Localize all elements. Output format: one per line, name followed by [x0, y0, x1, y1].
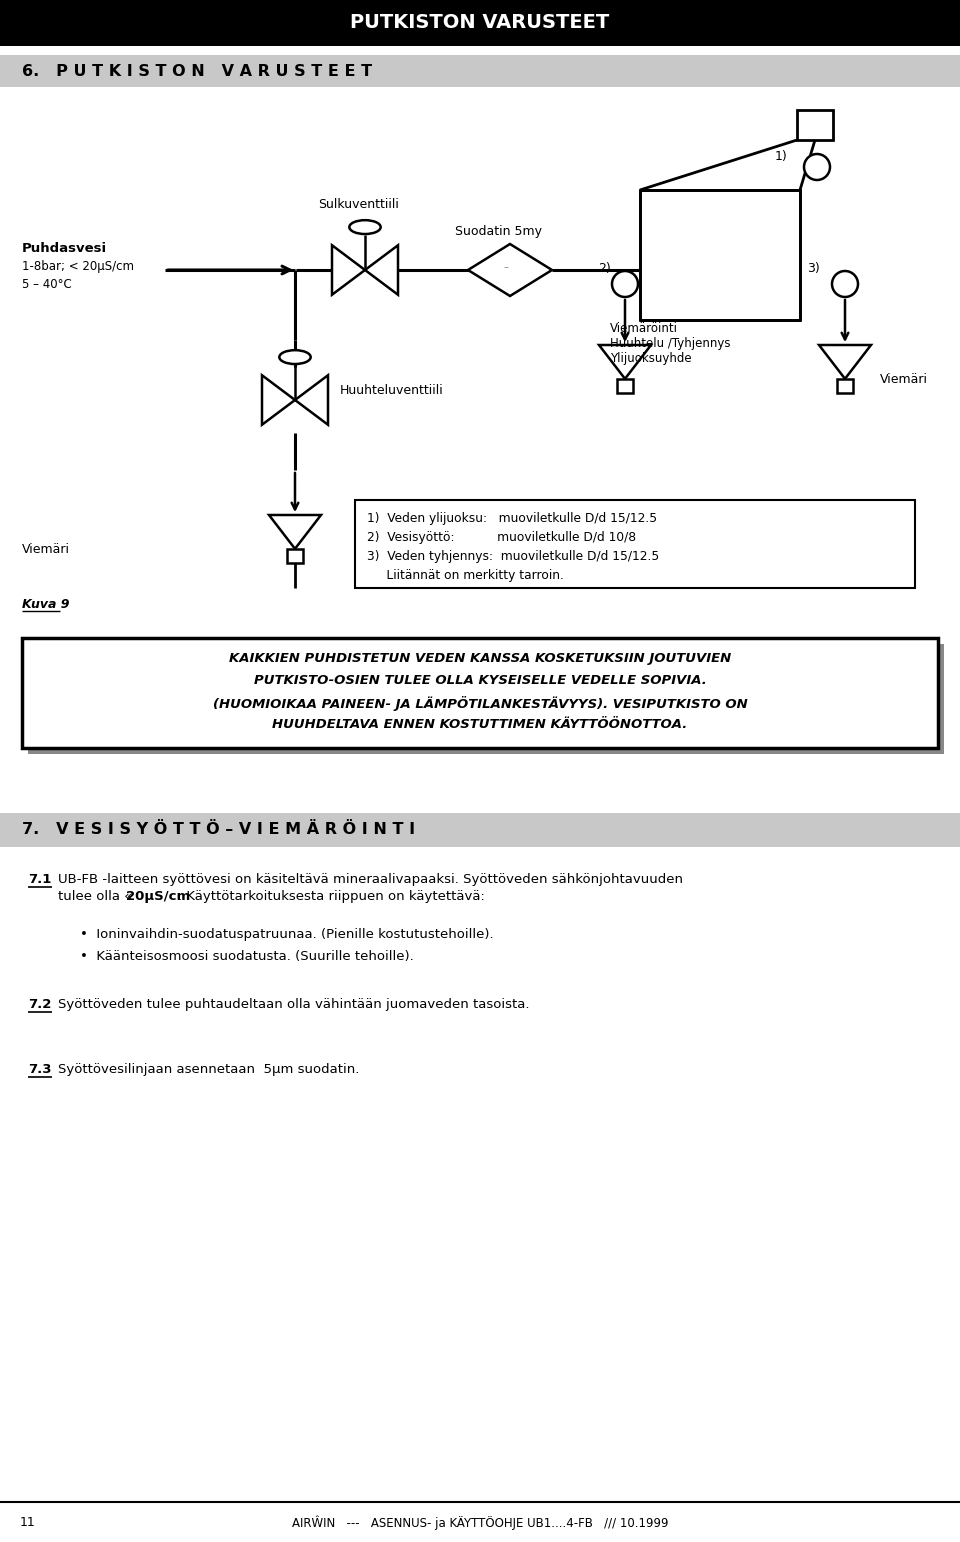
Text: 3): 3)	[807, 262, 820, 274]
Ellipse shape	[279, 350, 311, 364]
Text: Suodatin 5my: Suodatin 5my	[455, 225, 542, 237]
Text: 2)  Vesisyöttö:           muoviletkulle D/d 10/8: 2) Vesisyöttö: muoviletkulle D/d 10/8	[367, 530, 636, 544]
Bar	[22, 638, 938, 748]
Polygon shape	[295, 375, 328, 424]
Polygon shape	[365, 245, 398, 295]
Text: 1-8bar; < 20μS/cm: 1-8bar; < 20μS/cm	[22, 261, 134, 273]
Text: Liitännät on merkitty tarroin.: Liitännät on merkitty tarroin.	[367, 569, 564, 581]
Bar	[837, 379, 853, 393]
Bar	[640, 190, 800, 321]
Bar	[0, 813, 960, 847]
Bar	[797, 109, 833, 140]
Text: 2): 2)	[598, 262, 611, 274]
Polygon shape	[262, 375, 295, 424]
Text: –: –	[504, 262, 509, 271]
Text: Syöttöveden tulee puhtaudeltaan olla vähintään juomaveden tasoista.: Syöttöveden tulee puhtaudeltaan olla väh…	[58, 998, 530, 1012]
Text: HUUHDELTAVA ENNEN KOSTUTTIMEN KÄYTTÖÖNOTTOA.: HUUHDELTAVA ENNEN KOSTUTTIMEN KÄYTTÖÖNOT…	[273, 719, 687, 731]
Text: 1)  Veden ylijuoksu:   muoviletkulle D/d 15/12.5: 1) Veden ylijuoksu: muoviletkulle D/d 15…	[367, 512, 658, 524]
Text: Viemäri: Viemäri	[22, 543, 70, 557]
Circle shape	[832, 271, 858, 298]
Bar	[616, 379, 634, 393]
Bar	[355, 500, 915, 588]
Polygon shape	[599, 345, 651, 379]
Text: PUTKISTON VARUSTEET: PUTKISTON VARUSTEET	[350, 14, 610, 32]
Text: Viemäri: Viemäri	[880, 373, 928, 386]
Polygon shape	[269, 515, 321, 549]
Text: UB-FB -laitteen syöttövesi on käsiteltävä mineraalivapaaksi. Syöttöveden sähkönj: UB-FB -laitteen syöttövesi on käsiteltäv…	[58, 873, 683, 887]
Circle shape	[612, 271, 638, 298]
Polygon shape	[332, 245, 365, 295]
Text: 7.2: 7.2	[28, 998, 52, 1012]
Text: 11: 11	[20, 1516, 36, 1530]
Text: tulee olla «: tulee olla «	[58, 890, 136, 904]
Text: 6.   P U T K I S T O N   V A R U S T E E T: 6. P U T K I S T O N V A R U S T E E T	[22, 63, 372, 79]
Text: 3)  Veden tyhjennys:  muoviletkulle D/d 15/12.5: 3) Veden tyhjennys: muoviletkulle D/d 15…	[367, 550, 660, 563]
Text: 20μS/cm: 20μS/cm	[126, 890, 190, 904]
Bar	[28, 748, 944, 754]
Bar	[0, 0, 960, 46]
Text: 7.1: 7.1	[28, 873, 52, 887]
Text: PUTKISTO-OSIEN TULEE OLLA KYSEISELLE VEDELLE SOPIVIA.: PUTKISTO-OSIEN TULEE OLLA KYSEISELLE VED…	[253, 674, 707, 688]
Text: 7.3: 7.3	[28, 1062, 52, 1076]
Text: Syöttövesilinjaan asennetaan  5μm suodatin.: Syöttövesilinjaan asennetaan 5μm suodati…	[58, 1062, 359, 1076]
Text: Viemäröinti
Huuhtelu /Tyhjennys
Ylijuoksuyhde: Viemäröinti Huuhtelu /Tyhjennys Ylijuoks…	[610, 322, 731, 365]
Circle shape	[804, 154, 830, 180]
Text: (HUOMIOIKAA PAINEEN- JA LÄMPÖTILANKESTÄVYYS). VESIPUTKISTO ON: (HUOMIOIKAA PAINEEN- JA LÄMPÖTILANKESTÄV…	[212, 695, 748, 711]
Text: 5 – 40°C: 5 – 40°C	[22, 278, 72, 291]
Text: Puhdasvesi: Puhdasvesi	[22, 242, 108, 254]
Text: Kuva 9: Kuva 9	[22, 598, 69, 611]
Text: 7.   V E S I S Y Ö T T Ö – V I E M Ä R Ö I N T I: 7. V E S I S Y Ö T T Ö – V I E M Ä R Ö I…	[22, 822, 415, 837]
Text: •  Käänteisosmoosi suodatusta. (Suurille tehoille).: • Käänteisosmoosi suodatusta. (Suurille …	[80, 950, 414, 964]
Polygon shape	[819, 345, 871, 379]
Ellipse shape	[349, 221, 381, 234]
Text: Huuhteluventtiili: Huuhteluventtiili	[340, 384, 444, 396]
Bar	[287, 549, 303, 563]
Polygon shape	[468, 244, 552, 296]
Text: 1): 1)	[775, 150, 788, 163]
Bar	[938, 645, 944, 754]
Bar	[0, 56, 960, 86]
Text: AIRŴIN   ---   ASENNUS- ja KÄYTTÖOHJE UB1....4-FB   /// 10.1999: AIRŴIN --- ASENNUS- ja KÄYTTÖOHJE UB1...…	[292, 1516, 668, 1531]
Text: KAIKKIEN PUHDISTETUN VEDEN KANSSA KOSKETUKSIIN JOUTUVIEN: KAIKKIEN PUHDISTETUN VEDEN KANSSA KOSKET…	[228, 652, 732, 665]
Text: . Käyttötarkoituksesta riippuen on käytettävä:: . Käyttötarkoituksesta riippuen on käyte…	[178, 890, 485, 904]
Text: •  Ioninvaihdin-suodatuspatruunaa. (Pienille kostutustehoille).: • Ioninvaihdin-suodatuspatruunaa. (Pieni…	[80, 928, 493, 941]
Text: Sulkuventtiili: Sulkuventtiili	[318, 197, 398, 211]
